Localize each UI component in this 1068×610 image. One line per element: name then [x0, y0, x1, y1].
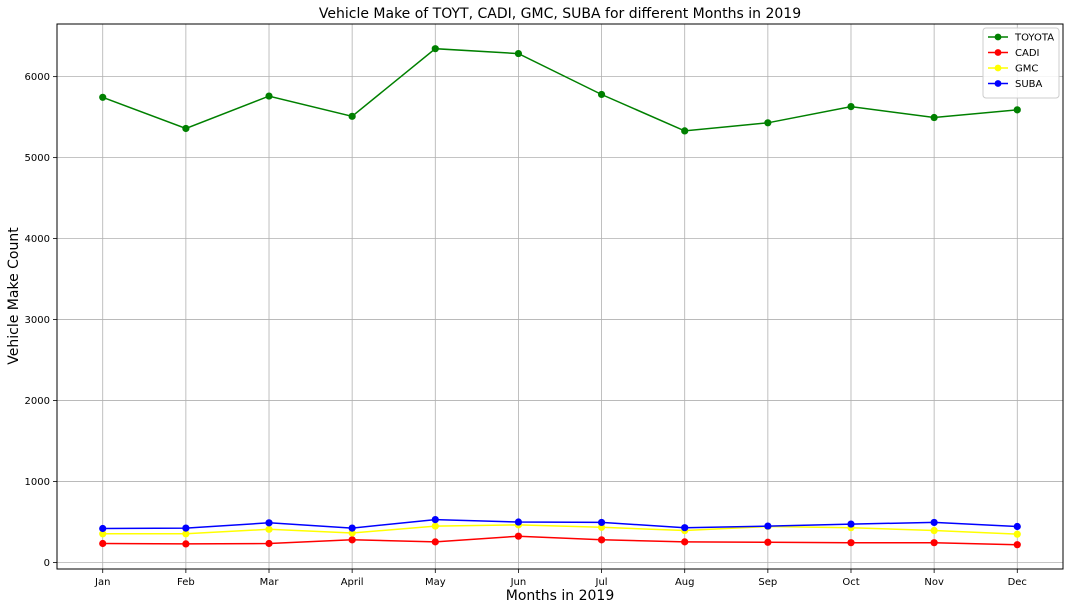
data-point-gmc [182, 530, 190, 538]
data-point-suba [431, 516, 439, 524]
data-point-toyota [597, 90, 606, 99]
data-point-cadi [681, 538, 689, 546]
data-point-gmc [99, 530, 107, 538]
legend-marker-cadi [994, 49, 1002, 56]
data-point-gmc [1013, 530, 1021, 538]
legend-label-toyota: TOYOTA [1014, 33, 1054, 44]
data-point-gmc [930, 526, 938, 535]
data-point-suba [597, 518, 606, 527]
y-tick-label: 0 [44, 558, 50, 569]
x-tick-label: Jan [94, 577, 110, 588]
data-point-suba [847, 520, 855, 528]
data-point-toyota [431, 45, 439, 53]
x-tick-label: May [425, 577, 446, 588]
data-point-cadi [847, 539, 855, 547]
x-tick-label: Nov [924, 577, 944, 588]
series-suba [99, 516, 1021, 533]
legend-item-toyota: TOYOTA [988, 33, 1054, 44]
data-point-suba [265, 519, 273, 527]
legend: TOYOTA CADI GMC SUBA [982, 27, 1060, 99]
data-point-toyota [348, 112, 356, 120]
data-point-cadi [265, 539, 273, 548]
data-point-suba [764, 522, 772, 530]
data-point-cadi [514, 532, 523, 540]
data-point-suba [930, 518, 938, 527]
y-tick-label: 2000 [25, 396, 50, 407]
data-point-gmc [431, 522, 439, 530]
data-point-suba [99, 524, 107, 533]
data-point-toyota [681, 127, 689, 135]
series-line-suba [102, 518, 1018, 530]
data-point-cadi [1013, 541, 1021, 549]
y-tick-label: 5000 [25, 153, 50, 164]
data-point-cadi [431, 538, 439, 546]
legend-item-cadi: CADI [988, 48, 1039, 59]
legend-label-suba: SUBA [1015, 79, 1043, 90]
x-tick-label: Sep [758, 577, 777, 588]
data-point-suba [1013, 522, 1021, 531]
data-point-toyota [1013, 106, 1021, 114]
series-cadi [99, 532, 1021, 549]
legend-frame [982, 27, 1060, 99]
y-tick-label: 3000 [25, 315, 50, 326]
data-point-toyota [514, 49, 523, 58]
series-line-gmc [102, 524, 1018, 535]
y-tick-label: 6000 [25, 72, 50, 83]
x-tick-label: Oct [842, 577, 859, 588]
data-point-suba [348, 524, 356, 532]
data-point-suba [514, 518, 523, 526]
legend-label-gmc: GMC [1015, 64, 1038, 75]
data-point-cadi [764, 538, 772, 546]
data-point-suba [681, 524, 689, 532]
x-tick-label: Jun [510, 577, 527, 588]
x-axis-label: Months in 2019 [506, 588, 614, 604]
y-axis-label: Vehicle Make Count [6, 227, 22, 365]
data-point-cadi [182, 540, 190, 548]
data-point-toyota [99, 93, 107, 101]
x-tick-label: April [341, 577, 364, 588]
data-point-cadi [348, 536, 356, 544]
axis-ticks: Jan Feb Mar April May Jun Jul Aug Sep Oct Nov Dec 0 1… [25, 72, 1027, 588]
x-tick-label: Aug [675, 577, 695, 588]
data-point-suba [182, 524, 190, 532]
x-tick-label: Feb [177, 577, 195, 588]
x-tick-label: Mar [260, 577, 280, 588]
plot-area [57, 24, 1063, 569]
data-point-toyota [265, 92, 273, 100]
x-tick-label: Dec [1008, 577, 1027, 588]
plot-frame [56, 23, 1064, 570]
data-point-toyota [182, 124, 190, 133]
legend-marker-suba [994, 80, 1002, 87]
legend-label-cadi: CADI [1015, 48, 1039, 59]
legend-item-gmc: GMC [988, 64, 1038, 75]
series-layer [99, 45, 1021, 549]
series-line-cadi [102, 535, 1018, 546]
legend-item-suba: SUBA [988, 79, 1043, 90]
chart-title: Vehicle Make of TOYT, CADI, GMC, SUBA fo… [319, 6, 801, 22]
data-point-cadi [99, 539, 107, 548]
series-line-toyota [102, 47, 1018, 132]
data-point-toyota [847, 103, 855, 111]
data-point-toyota [930, 113, 938, 122]
y-tick-label: 4000 [25, 234, 50, 245]
series-toyota [99, 45, 1021, 135]
data-point-cadi [930, 539, 938, 547]
legend-marker-toyota [994, 33, 1002, 41]
legend-marker-gmc [994, 64, 1002, 72]
x-tick-label: Jul [595, 577, 608, 588]
data-point-toyota [764, 119, 772, 127]
y-tick-label: 1000 [25, 477, 50, 488]
data-point-gmc [265, 525, 273, 533]
data-point-cadi [597, 536, 606, 544]
